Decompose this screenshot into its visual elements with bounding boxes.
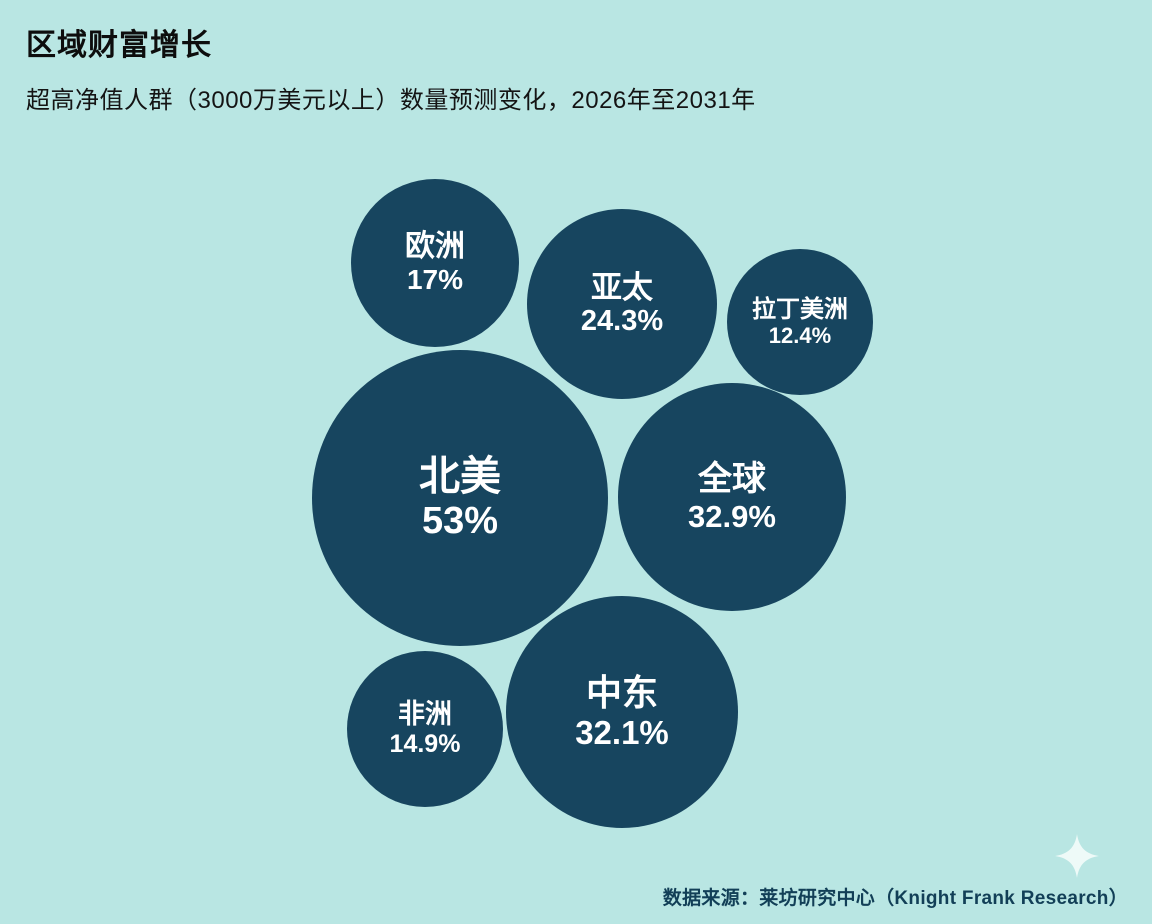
bubble-value-label: 32.1% <box>575 713 669 751</box>
bubble-value-label: 24.3% <box>580 305 664 338</box>
bubble-1: 亚太 24.3% <box>527 209 717 399</box>
bubble-value-label: 17% <box>406 264 464 296</box>
bubble-4: 全球 32.9% <box>618 383 846 611</box>
bubble-value-label: 12.4% <box>768 323 832 349</box>
page-subtitle: 超高净值人群（3000万美元以上）数量预测变化，2026年至2031年 <box>26 87 756 114</box>
bubble-category-label: 全球 <box>698 459 766 498</box>
bubble-value-label: 53% <box>421 499 499 542</box>
bubble-value-label: 32.9% <box>688 498 776 534</box>
page-title: 区域财富增长 <box>26 29 212 62</box>
bubble-3: 北美 53% <box>312 350 608 646</box>
sparkle-star-icon <box>1055 834 1099 878</box>
bubble-category-label: 非洲 <box>398 699 452 730</box>
bubble-5: 非洲 14.9% <box>347 651 503 807</box>
bubble-0: 欧洲 17% <box>351 179 519 347</box>
bubble-category-label: 拉丁美洲 <box>752 295 848 323</box>
bubble-category-label: 北美 <box>419 452 501 499</box>
bubble-6: 中东 32.1% <box>506 596 738 828</box>
chart-footer: 数据来源：莱坊研究中心（Knight Frank Research） <box>663 833 1128 910</box>
bubble-category-label: 欧洲 <box>405 229 465 263</box>
data-source-text: 数据来源：莱坊研究中心（Knight Frank Research） <box>662 888 1128 909</box>
bubble-category-label: 亚太 <box>591 269 653 305</box>
bubble-2: 拉丁美洲 12.4% <box>727 249 873 395</box>
bubble-value-label: 14.9% <box>389 730 461 759</box>
bubble-category-label: 中东 <box>585 672 658 714</box>
chart-header: 区域财富增长 超高净值人群（3000万美元以上）数量预测变化，2026年至203… <box>26 20 756 115</box>
